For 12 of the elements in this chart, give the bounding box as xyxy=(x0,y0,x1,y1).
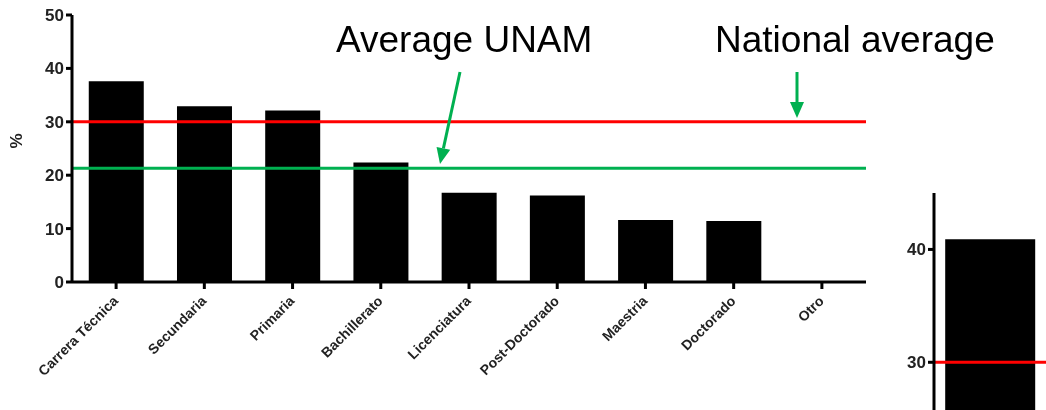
y-tick-label: 20 xyxy=(45,166,64,186)
y-tick-label: 30 xyxy=(907,353,926,373)
y-tick-label: 50 xyxy=(45,6,64,26)
y-tick-label: 0 xyxy=(54,273,64,293)
y-tick-label: 40 xyxy=(45,59,64,79)
y-tick-label: 10 xyxy=(45,219,64,239)
y-axis-title: % xyxy=(7,133,27,149)
ref-line-label: Average UNAM xyxy=(336,19,593,60)
x-tick-label: Otro xyxy=(794,292,827,325)
y-tick-label: 30 xyxy=(45,112,64,132)
ref-line-label: National average xyxy=(715,19,995,60)
y-tick-label: 40 xyxy=(907,240,926,260)
